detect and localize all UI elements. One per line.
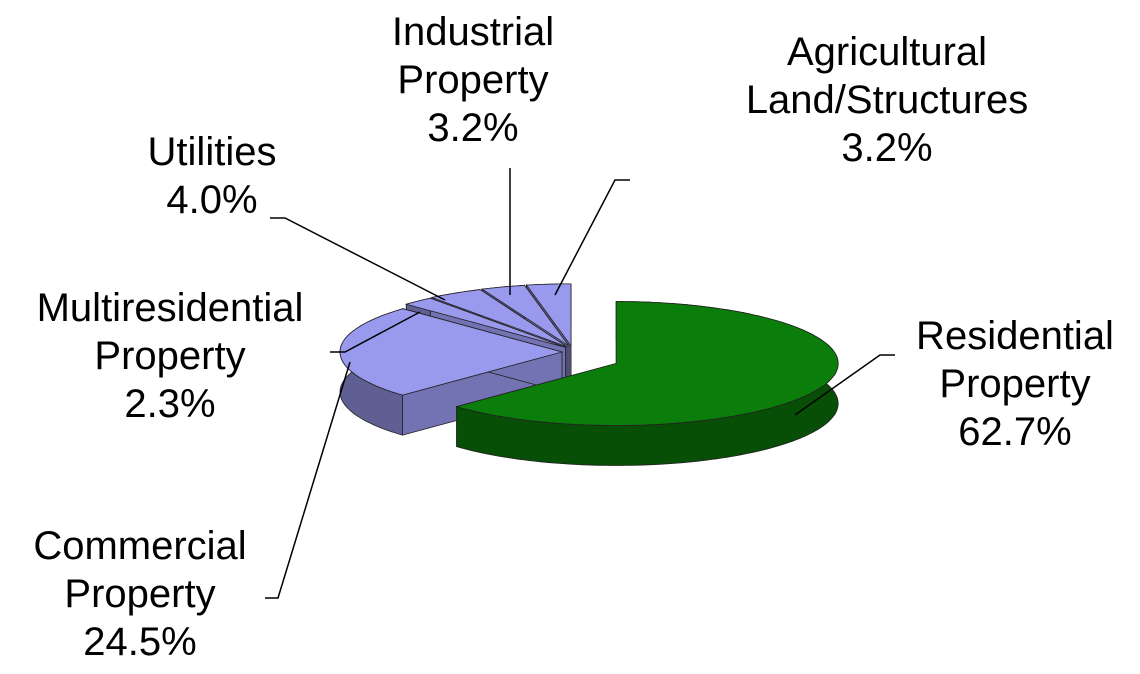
slice: [455, 301, 839, 426]
slice-label: Utilities 4.0%: [148, 128, 277, 224]
slice: [480, 284, 570, 347]
slice-label: Agricultural Land/Structures 3.2%: [746, 28, 1028, 172]
leader-line: [554, 179, 630, 296]
slice-label: Industrial Property 3.2%: [392, 8, 554, 152]
value-label: 3.2%: [841, 126, 933, 170]
leader-line: [330, 311, 421, 353]
value-label: 62.7%: [958, 410, 1072, 454]
slice: [525, 283, 572, 348]
leader-line: [270, 217, 446, 301]
value-label: 3.2%: [427, 106, 519, 150]
value-label: 2.3%: [124, 382, 216, 426]
value-label: 24.5%: [83, 620, 197, 664]
slice-label: Commercial Property 24.5%: [33, 522, 246, 666]
leader-line: [265, 361, 351, 599]
slice: [404, 297, 566, 348]
category-label: Utilities: [147, 130, 277, 174]
category-label: Industrial Property: [391, 10, 555, 102]
category-label: Agricultural Land/Structures: [745, 30, 1029, 122]
category-label: Commercial Property: [33, 524, 247, 616]
category-label: Multiresidential Property: [36, 286, 304, 378]
category-label: Residential Property: [916, 314, 1114, 406]
leader-line: [794, 354, 895, 416]
slice-label: Multiresidential Property 2.3%: [37, 284, 304, 428]
slice-label: Residential Property 62.7%: [916, 312, 1114, 456]
slices: [339, 283, 839, 466]
value-label: 4.0%: [166, 178, 258, 222]
